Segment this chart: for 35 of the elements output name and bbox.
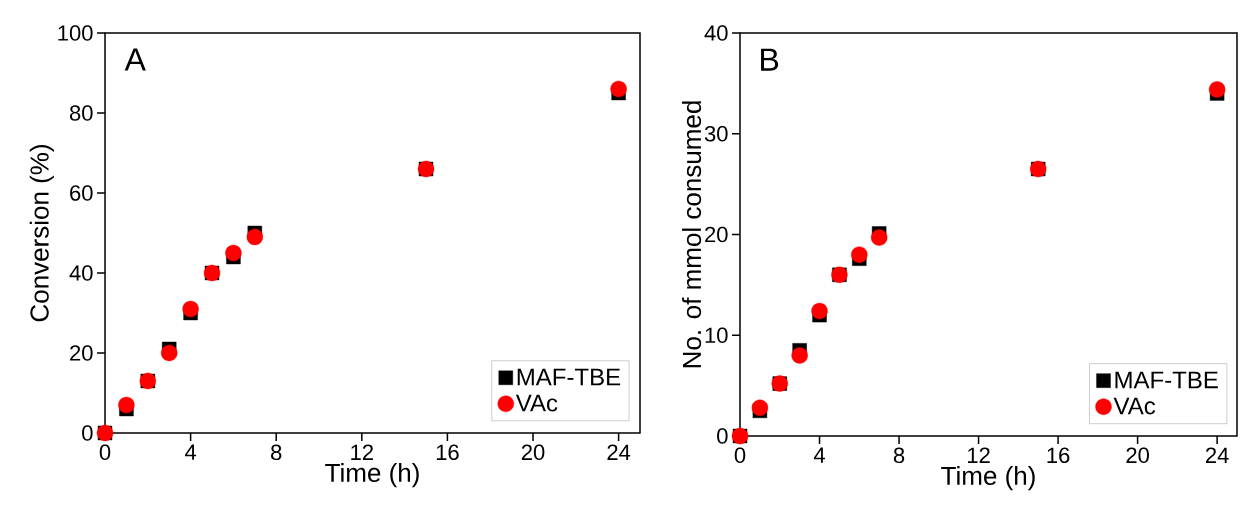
y-axis-title: Conversion (%) — [29, 145, 54, 322]
x-tick-label: 8 — [893, 447, 905, 464]
x-tick-label: 20 — [1126, 447, 1149, 464]
x-tick-label: 8 — [271, 444, 282, 461]
x-tick-label: 12 — [968, 447, 990, 463]
x-axis-title: Time (h) — [325, 462, 419, 488]
annotation: A — [124, 48, 146, 71]
x-tick-label: 4 — [813, 447, 825, 463]
y-tick-label: 80 — [69, 105, 93, 121]
legend-label: VAc — [515, 394, 558, 412]
annotation: B — [761, 48, 779, 71]
x-tick-label: 16 — [1047, 447, 1070, 464]
x-tick-label: 20 — [521, 444, 545, 461]
x-tick-label: 16 — [436, 444, 459, 461]
y-axis-title: No. of mmol consumed — [682, 101, 702, 368]
x-axis-title: Time (h) — [941, 465, 1035, 491]
y-tick-label: 0 — [717, 428, 728, 444]
y-tick-label: 30 — [704, 125, 728, 142]
y-tick-label: 60 — [70, 185, 93, 201]
y-tick-label: 0 — [82, 425, 93, 441]
x-tick-label: 4 — [185, 444, 197, 460]
legend-label: MAF-TBE — [517, 368, 621, 386]
y-tick-label: 20 — [70, 345, 93, 361]
y-tick-label: 20 — [705, 226, 728, 243]
x-tick-label: 0 — [99, 444, 111, 461]
y-tick-label: 40 — [704, 25, 728, 41]
x-tick-label: 12 — [351, 444, 373, 460]
y-tick-label: 100 — [58, 25, 93, 41]
y-tick-label: 10 — [705, 327, 728, 344]
x-tick-label: 24 — [607, 444, 631, 460]
x-tick-label: 0 — [734, 447, 746, 464]
y-tick-label: 40 — [69, 265, 93, 281]
legend-label: MAF-TBE — [1115, 371, 1218, 389]
legend-label: VAc — [1113, 397, 1156, 415]
x-tick-label: 24 — [1205, 447, 1229, 463]
